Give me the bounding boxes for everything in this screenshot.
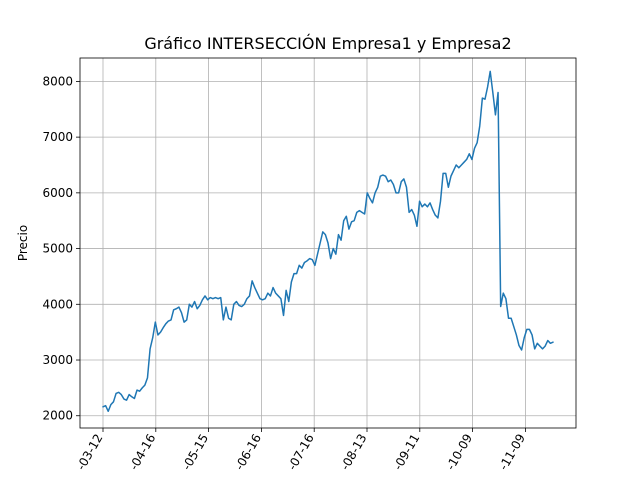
x-tick-label: -11-09 xyxy=(496,432,528,473)
y-tick-label: 7000 xyxy=(42,130,73,144)
y-axis-label: Precio xyxy=(16,225,30,261)
x-axis: -03-12 -04-16 -05-15 -06-16 -07-16 -08-13 -09-… xyxy=(74,428,528,472)
y-tick-label: 5000 xyxy=(42,242,73,256)
x-tick-label: -07-16 xyxy=(285,432,317,473)
x-tick-label: -09-11 xyxy=(391,432,423,473)
y-tick-label: 4000 xyxy=(42,297,73,311)
x-tick-label: -04-16 xyxy=(127,432,159,473)
x-tick-label: -06-16 xyxy=(232,432,264,473)
y-tick-label: 3000 xyxy=(42,353,73,367)
y-axis: 2000 3000 4000 5000 6000 7000 8000 xyxy=(42,74,80,423)
y-tick-label: 6000 xyxy=(42,186,73,200)
y-tick-label: 2000 xyxy=(42,409,73,423)
x-tick-label: -10-09 xyxy=(443,432,475,473)
grid xyxy=(80,58,576,428)
y-tick-label: 8000 xyxy=(42,74,73,88)
x-tick-label: -03-12 xyxy=(74,432,106,473)
plot-lines xyxy=(102,70,554,413)
plot-frame xyxy=(79,57,577,429)
x-tick-label: -08-13 xyxy=(338,432,370,473)
series-line xyxy=(102,70,554,413)
chart-title: Gráfico INTERSECCIÓN Empresa1 y Empresa2 xyxy=(144,34,511,53)
x-tick-label: -05-15 xyxy=(179,432,211,473)
